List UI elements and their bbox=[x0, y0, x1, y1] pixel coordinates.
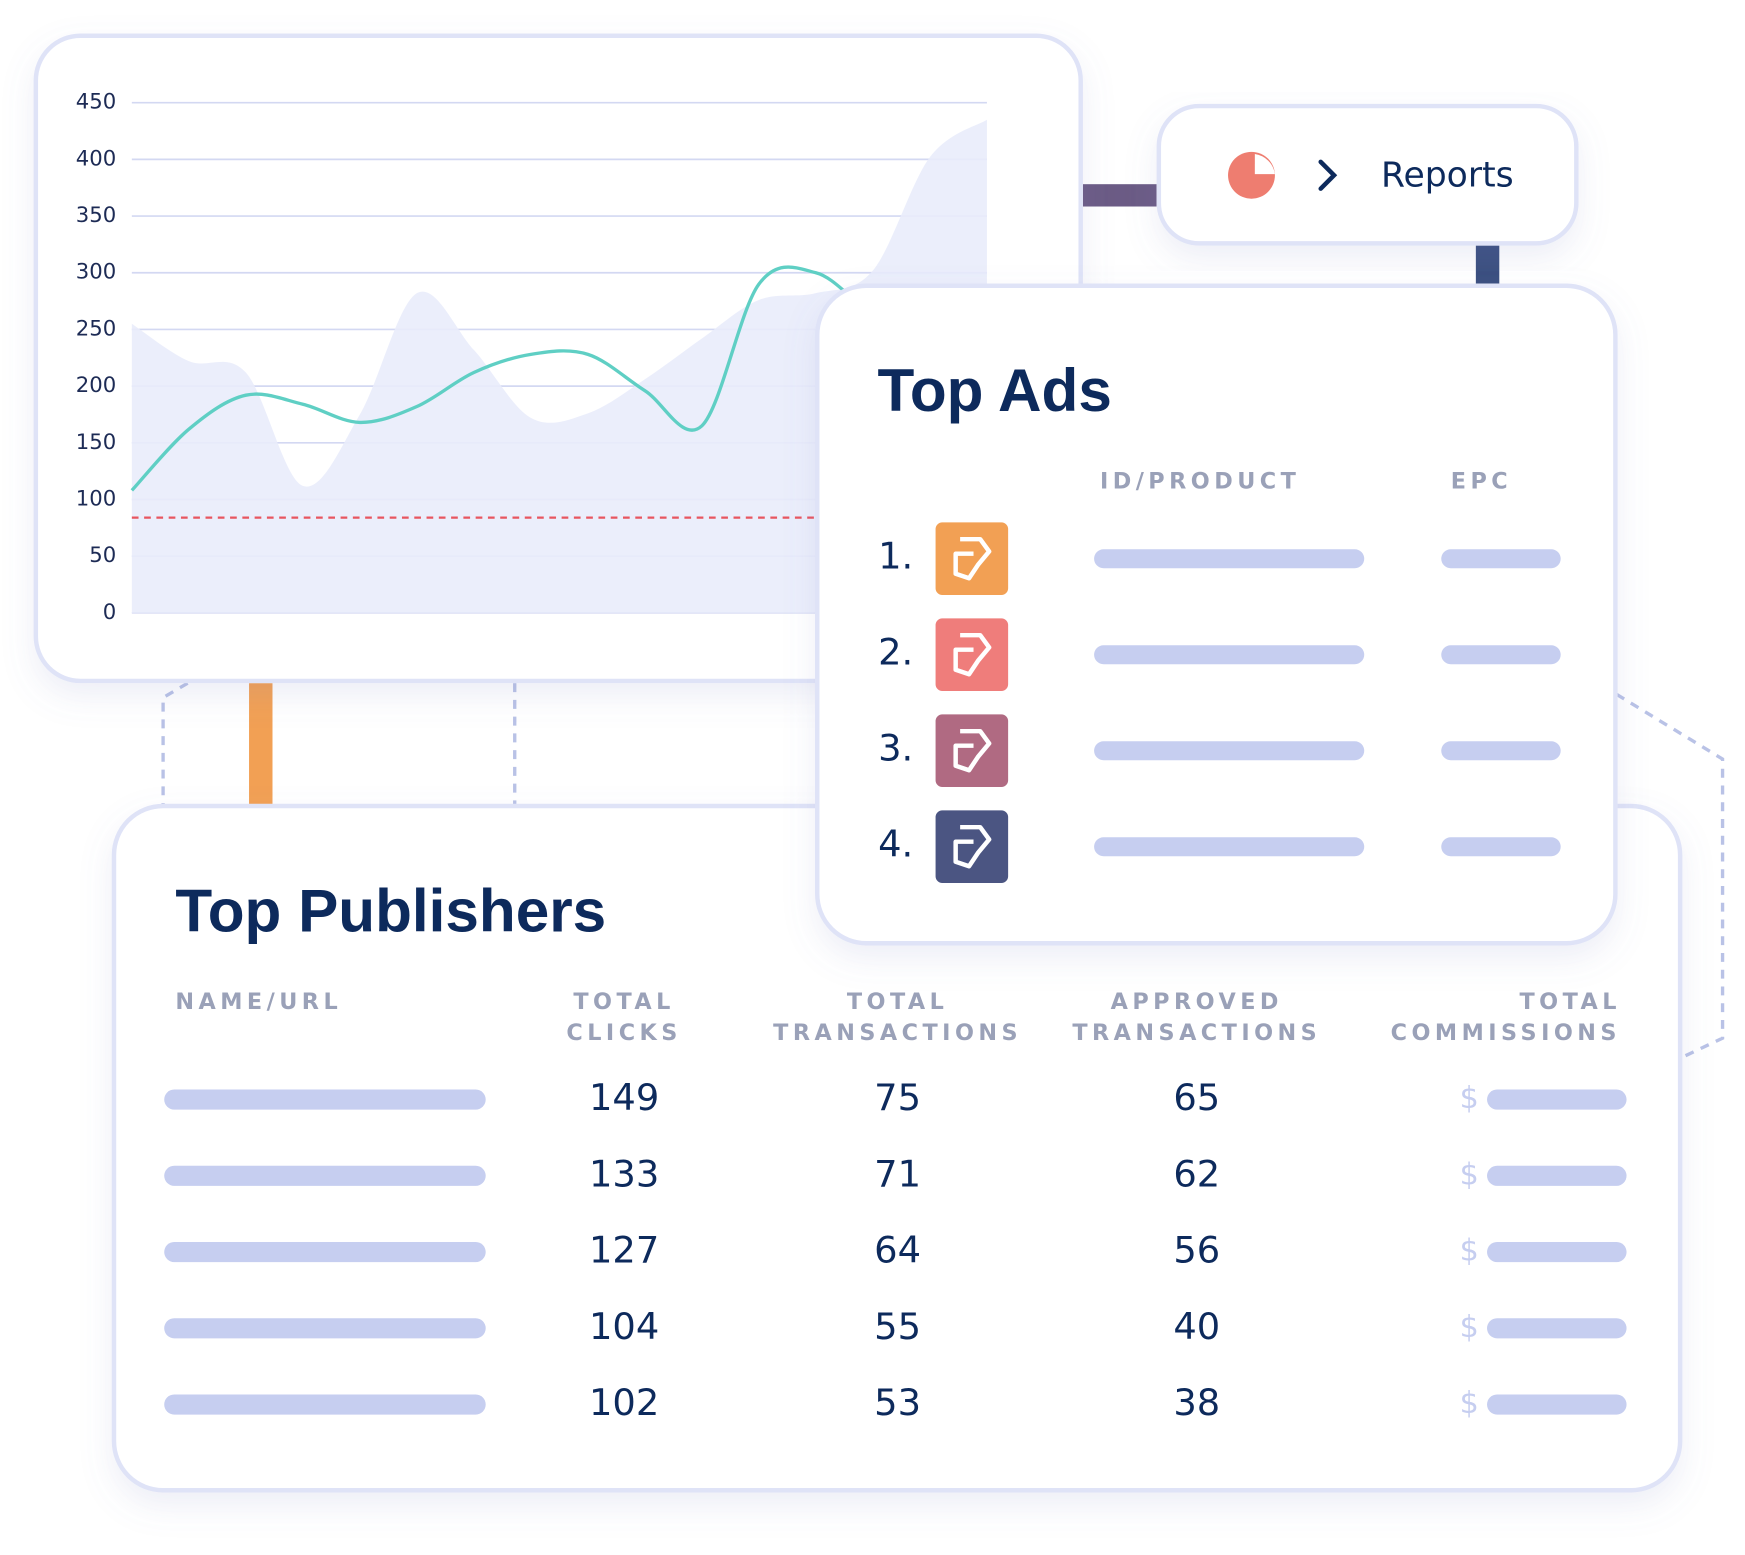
currency: $ bbox=[1460, 1310, 1479, 1345]
top-publishers: Top Publishers NAME/URL TOTAL CLICKS TOTAL T… bbox=[164, 876, 1627, 1424]
y-tick-label: 100 bbox=[76, 485, 116, 510]
column-header: COMMISSIONS bbox=[1391, 1020, 1621, 1046]
rank: 3. bbox=[878, 727, 913, 770]
cell: 62 bbox=[1173, 1152, 1220, 1195]
breadcrumb-label[interactable]: Reports bbox=[1381, 155, 1514, 195]
rank: 2. bbox=[878, 631, 913, 674]
currency: $ bbox=[1460, 1157, 1479, 1192]
cell: 75 bbox=[874, 1076, 921, 1119]
reports-icon bbox=[1228, 151, 1275, 199]
ad-logo bbox=[953, 728, 992, 773]
placeholder bbox=[164, 1165, 486, 1186]
column-header: APPROVED bbox=[1111, 989, 1283, 1015]
ad-logo bbox=[953, 632, 992, 677]
cell: 65 bbox=[1173, 1076, 1220, 1119]
ad-icon bbox=[935, 810, 1009, 883]
column-header: TOTAL bbox=[573, 989, 675, 1015]
placeholder bbox=[1094, 645, 1365, 665]
ad-logo bbox=[953, 536, 992, 581]
ad-icon bbox=[935, 618, 1009, 691]
column-header: CLICKS bbox=[566, 1020, 681, 1046]
ads-title: Top Ads bbox=[878, 356, 1112, 424]
publishers-title: Top Publishers bbox=[175, 876, 606, 944]
y-tick-label: 400 bbox=[76, 145, 116, 170]
placeholder bbox=[1487, 1318, 1627, 1339]
placeholder bbox=[1487, 1241, 1627, 1263]
cell: 133 bbox=[589, 1152, 659, 1195]
y-tick-label: 350 bbox=[76, 202, 116, 227]
ad-icon bbox=[935, 714, 1009, 787]
placeholder bbox=[1487, 1089, 1627, 1110]
cell: 64 bbox=[874, 1229, 921, 1272]
placeholder bbox=[1094, 741, 1365, 761]
placeholder bbox=[1487, 1165, 1627, 1186]
placeholder bbox=[164, 1241, 486, 1263]
cell: 71 bbox=[874, 1152, 921, 1195]
placeholder bbox=[1487, 1394, 1627, 1415]
y-tick-label: 300 bbox=[76, 259, 116, 284]
connectors bbox=[161, 184, 1725, 1060]
placeholder bbox=[1094, 837, 1365, 857]
y-tick-label: 150 bbox=[76, 429, 116, 454]
ad-logo bbox=[953, 824, 992, 869]
top-ads: Top Ads ID/PRODUCT EPC 1. 2. 3. 4. bbox=[878, 356, 1561, 883]
reports-icon-slice bbox=[1254, 154, 1275, 175]
column-header: TRANSACTIONS bbox=[1072, 1020, 1321, 1046]
placeholder bbox=[1441, 741, 1561, 761]
currency: $ bbox=[1460, 1234, 1479, 1269]
cell: 38 bbox=[1173, 1381, 1220, 1424]
placeholder bbox=[1441, 837, 1561, 857]
cell: 149 bbox=[589, 1076, 659, 1119]
placeholder bbox=[164, 1089, 486, 1110]
placeholder bbox=[1441, 549, 1561, 569]
ad-icon bbox=[935, 522, 1009, 595]
currency: $ bbox=[1460, 1081, 1479, 1116]
cell: 102 bbox=[589, 1381, 659, 1424]
column-header: TOTAL bbox=[847, 989, 949, 1015]
cell: 56 bbox=[1173, 1229, 1220, 1272]
area bbox=[131, 119, 987, 613]
chart: 0 50 100 150 200 250 300 350 400 450 bbox=[76, 89, 988, 624]
column-header: TOTAL bbox=[1519, 989, 1620, 1015]
placeholder bbox=[164, 1394, 486, 1415]
currency: $ bbox=[1460, 1386, 1479, 1421]
column-header: ID/PRODUCT bbox=[1100, 469, 1300, 495]
placeholder bbox=[1441, 645, 1561, 665]
column-header: NAME/URL bbox=[175, 989, 342, 1015]
rank: 1. bbox=[878, 535, 913, 578]
cell: 104 bbox=[589, 1305, 659, 1348]
breadcrumb[interactable]: Reports bbox=[1228, 151, 1514, 199]
rank: 4. bbox=[878, 823, 913, 866]
chevron bbox=[1318, 159, 1338, 191]
cell: 127 bbox=[589, 1229, 659, 1272]
ads-card bbox=[815, 283, 1618, 946]
placeholder bbox=[1094, 549, 1365, 569]
y-tick-label: 250 bbox=[76, 315, 116, 340]
placeholder bbox=[164, 1318, 486, 1339]
cell: 40 bbox=[1173, 1305, 1220, 1348]
y-tick-label: 200 bbox=[76, 372, 116, 397]
y-tick-label: 0 bbox=[103, 599, 116, 624]
y-tick-label: 50 bbox=[89, 542, 116, 567]
breadcrumb-card bbox=[1156, 103, 1579, 246]
cell: 55 bbox=[874, 1305, 921, 1348]
line bbox=[130, 265, 988, 492]
column-header: EPC bbox=[1451, 469, 1512, 495]
cell: 53 bbox=[874, 1381, 921, 1424]
column-header: TRANSACTIONS bbox=[773, 1020, 1022, 1046]
y-tick-label: 450 bbox=[76, 89, 116, 114]
